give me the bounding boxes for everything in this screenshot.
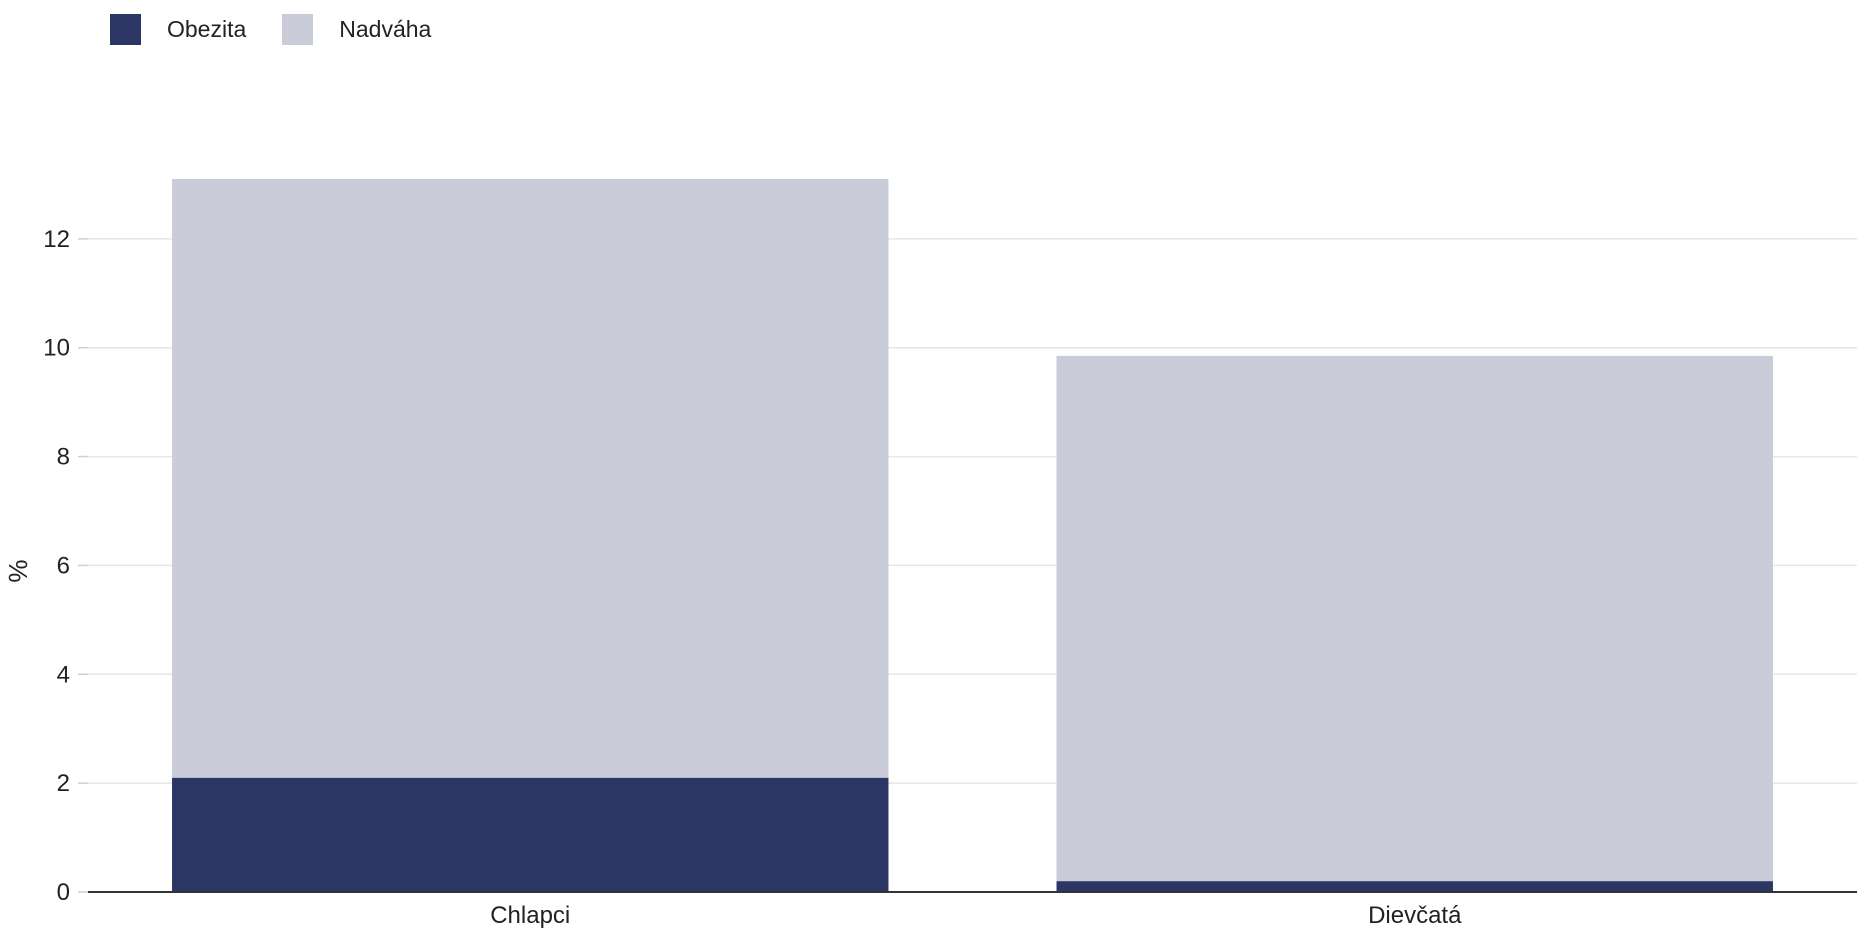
bar-nadvaha-1[interactable] — [172, 178, 889, 778]
legend-item-nadvaha[interactable]: Nadváha — [282, 14, 431, 45]
bar-obezita-2[interactable] — [1056, 881, 1773, 892]
legend-label-obezita: Obezita — [167, 16, 247, 42]
x-tick-label: Dievčatá — [1368, 902, 1462, 929]
x-tick-label: Chlapci — [490, 902, 570, 929]
y-tick-label: 6 — [57, 552, 70, 579]
y-tick-label: 0 — [57, 879, 70, 906]
legend-swatch-nadvaha — [282, 14, 314, 45]
y-tick-label: 2 — [57, 770, 70, 797]
bar-obezita-1[interactable] — [172, 777, 889, 892]
y-tick-label: 10 — [43, 335, 70, 362]
legend-item-obezita[interactable]: Obezita — [110, 14, 246, 45]
legend-label-nadvaha: Nadváha — [339, 16, 432, 42]
legend: Obezita Nadváha — [110, 14, 467, 45]
bars — [172, 178, 1773, 892]
y-tick-label: 8 — [57, 444, 70, 471]
legend-swatch-obezita — [110, 14, 141, 45]
axes: 0 2 4 6 8 10 12 Chlapci Dievčatá — [43, 226, 1857, 929]
bar-nadvaha-2[interactable] — [1056, 355, 1773, 882]
y-tick-label: 4 — [57, 661, 70, 688]
y-tick-label: 12 — [43, 226, 70, 253]
y-axis-title: % — [3, 559, 33, 582]
